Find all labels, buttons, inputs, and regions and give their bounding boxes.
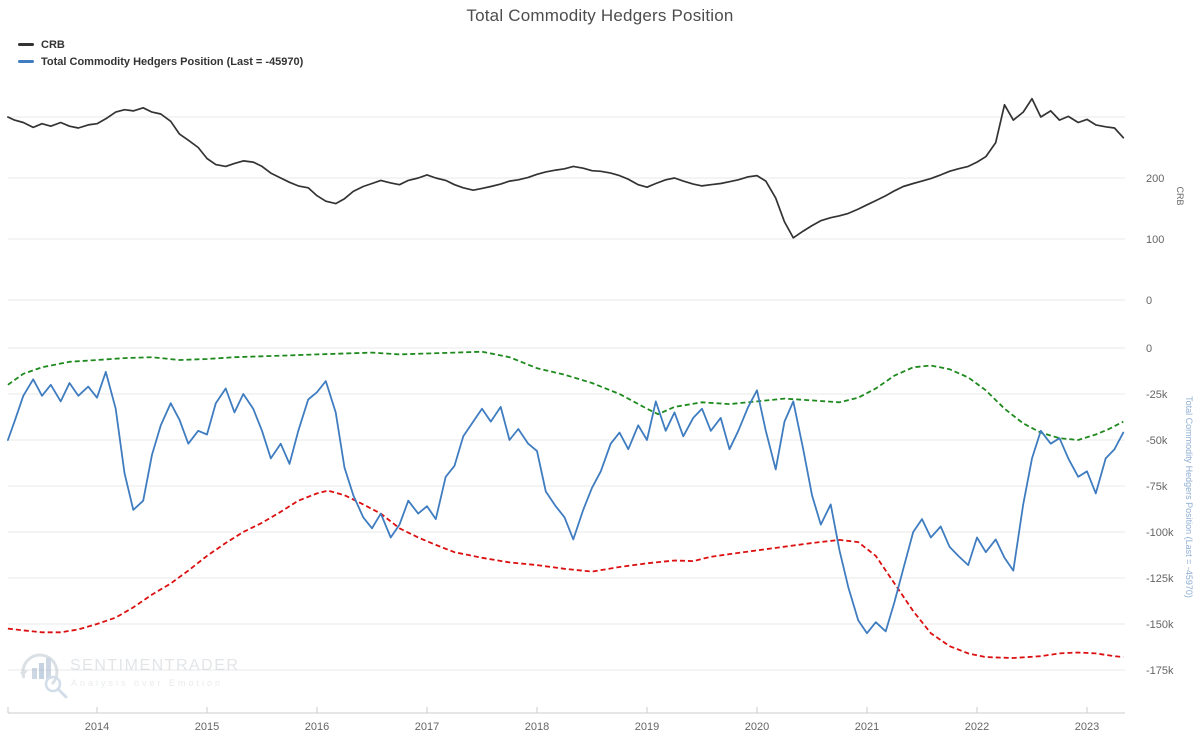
page-title: Total Commodity Hedgers Position: [466, 6, 734, 25]
x-axis-year-label: 2017: [415, 721, 439, 733]
x-axis-year-label: 2020: [745, 721, 769, 733]
hedgers-position-line: [7, 371, 1125, 635]
logo-bar-icon: [39, 663, 44, 679]
logo-circle-arrow-icon: [21, 653, 59, 686]
logo-magnifier-handle-icon: [56, 687, 68, 699]
hedgers-axis-tick-label: -150k: [1146, 619, 1174, 631]
legend-label-crb: CRB: [41, 38, 65, 51]
legend-item-hedgers: Total Commodity Hedgers Position (Last =…: [18, 53, 303, 70]
legend-label-hedgers: Total Commodity Hedgers Position (Last =…: [41, 55, 304, 68]
watermark-tagline: Analysis over Emotion: [71, 678, 223, 688]
x-axis-year-label: 2023: [1075, 721, 1099, 733]
hedgers-axis-tick-label: -25k: [1146, 389, 1168, 401]
lower-band-line: [7, 489, 1124, 659]
x-axis-year-label: 2022: [965, 721, 989, 733]
hedgers-axis-tick-label: 0: [1146, 343, 1152, 355]
crb-line: [7, 97, 1125, 239]
crb-axis-tick-label: 0: [1146, 295, 1152, 307]
hedgers-line-swatch: [18, 60, 34, 63]
logo-arrowhead-icon: [20, 670, 28, 677]
crb-axis-tick-label: 200: [1146, 173, 1164, 185]
logo-bar-icon: [32, 668, 37, 679]
upper-band-line: [7, 350, 1124, 441]
x-axis-year-label: 2018: [525, 721, 549, 733]
crb-axis-tick-label: 100: [1146, 234, 1164, 246]
hedgers-axis-tick-label: -125k: [1146, 573, 1174, 585]
logo-bar-icon: [46, 658, 51, 679]
hedgers-axis-tick-label: -175k: [1146, 665, 1174, 677]
watermark-brand: SENTIMENTRADER: [70, 657, 239, 674]
hedgers-axis-tick-label: -50k: [1146, 435, 1168, 447]
legend: CRB Total Commodity Hedgers Position (La…: [18, 36, 303, 70]
x-axis-year-label: 2019: [635, 721, 659, 733]
logo-magnifier-icon: [44, 675, 62, 693]
x-axis-year-label: 2016: [305, 721, 329, 733]
watermark: SENTIMENTRADER Analysis over Emotion: [20, 653, 239, 699]
legend-item-crb: CRB: [18, 36, 303, 53]
hedgers-axis-tick-label: -75k: [1146, 481, 1168, 493]
hedgers-axis-title: Total Commodity Hedgers Position (Last =…: [1184, 396, 1194, 598]
crb-line-swatch: [18, 43, 34, 46]
x-axis-year-label: 2014: [85, 721, 109, 733]
hedgers-axis-tick-label: -100k: [1146, 527, 1174, 539]
crb-axis-title: CRB: [1175, 186, 1185, 205]
x-axis-year-label: 2015: [195, 721, 219, 733]
x-axis-year-label: 2021: [855, 721, 879, 733]
